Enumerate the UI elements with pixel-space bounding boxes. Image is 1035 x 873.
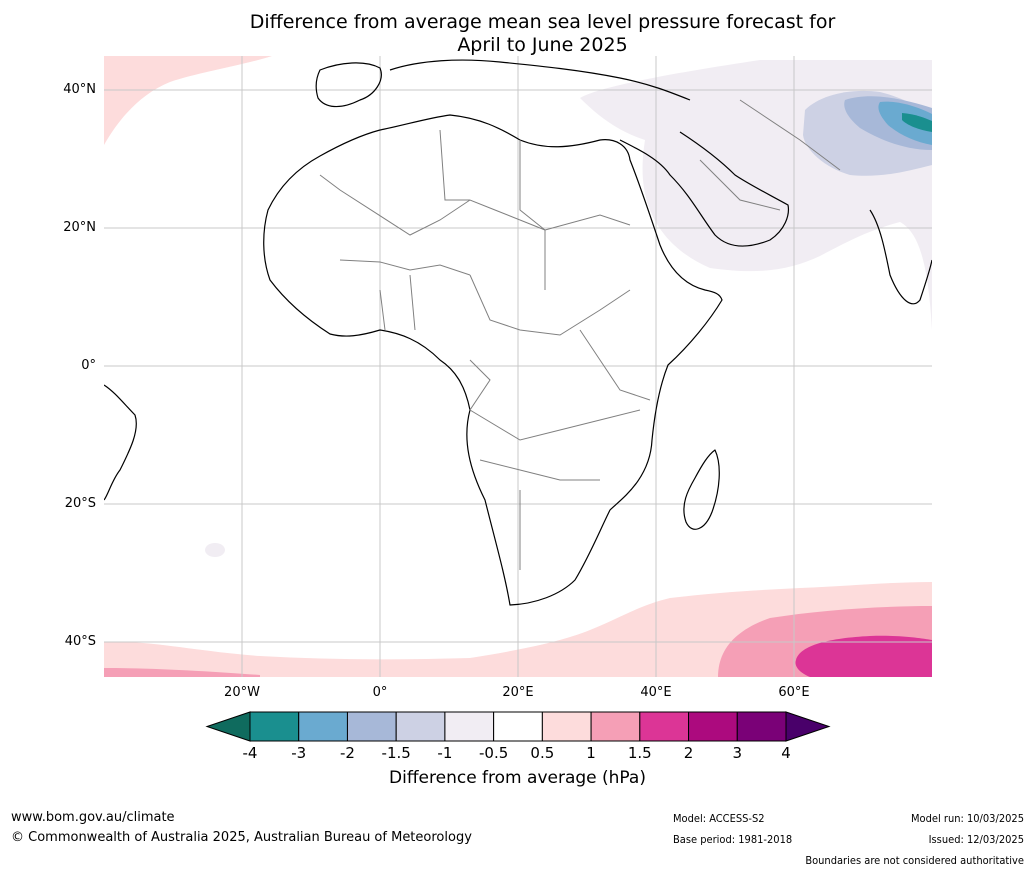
anomaly-positive-strong-indian xyxy=(795,635,932,677)
colorbar-segment xyxy=(298,711,348,742)
country-boundaries xyxy=(319,99,841,570)
colorbar-tick-label: 0.5 xyxy=(530,744,555,762)
lon-label-0: 0° xyxy=(372,685,388,700)
colorbar-over-arrow xyxy=(785,711,831,742)
map-title-line-2: April to June 2025 xyxy=(457,34,628,56)
colorbar-segment xyxy=(639,711,690,742)
footer-copyright: © Commonwealth of Australia 2025, Austra… xyxy=(11,830,472,845)
colorbar-segment xyxy=(395,711,446,742)
colorbar-segment xyxy=(249,711,300,742)
lat-label-40s: 40°S xyxy=(64,634,96,649)
lon-label-60e: 60°E xyxy=(778,685,810,700)
colorbar-tick-label: 3 xyxy=(732,744,743,762)
colorbar-tick-label: 4 xyxy=(781,744,791,762)
footer-base-period: Base period: 1981-2018 xyxy=(673,833,793,846)
colorbar-segment xyxy=(590,711,641,742)
colorbar-tick-label: 1 xyxy=(586,744,596,762)
colorbar-tick-label: -2 xyxy=(339,744,355,762)
colorbar-tick-label: 1.5 xyxy=(627,744,652,762)
coastlines xyxy=(104,59,932,606)
colorbar-tick-label: -0.5 xyxy=(478,744,509,762)
graticule xyxy=(104,56,932,677)
anomaly-negative-stronger-asia xyxy=(878,101,932,145)
lat-label-20s: 20°S xyxy=(64,496,96,511)
colorbar-segment xyxy=(444,711,495,742)
lat-label-20n: 20°N xyxy=(63,220,96,235)
colorbar-under-arrow xyxy=(205,711,251,742)
footer-model: Model: ACCESS-S2 xyxy=(673,812,765,825)
lon-label-40e: 40°E xyxy=(640,685,672,700)
colorbar-segment xyxy=(346,711,397,742)
colorbar-label: Difference from average (hPa) xyxy=(389,768,646,788)
footer-website: www.bom.gov.au/climate xyxy=(11,810,175,825)
map-title-line-1: Difference from average mean sea level p… xyxy=(249,11,836,33)
footer-model-run: Model run: 10/03/2025 xyxy=(911,812,1024,825)
footer-issued: Issued: 12/03/2025 xyxy=(928,833,1024,846)
south-america-coastline xyxy=(104,384,137,501)
lon-label-20e: 20°E xyxy=(502,685,534,700)
anomaly-positive-weak-north-atlantic xyxy=(104,56,272,145)
colorbar-tick-label: -3 xyxy=(291,744,307,762)
colorbar-tick-label: -1 xyxy=(437,744,453,762)
anomaly-positive-moderate-southern xyxy=(104,668,260,677)
europe-coastline xyxy=(389,59,691,101)
lon-label-20w: 20°W xyxy=(224,685,260,700)
colorbar-tick-label: 2 xyxy=(683,744,694,762)
anomaly-negative-weak-south-atlantic xyxy=(205,543,225,557)
colorbar-segment xyxy=(493,711,543,742)
iberia-coastline xyxy=(315,62,382,108)
anomaly-negative-strongest-asia xyxy=(902,113,932,132)
madagascar-coastline xyxy=(683,449,720,530)
colorbar-tick-label: -1.5 xyxy=(381,744,411,762)
lat-label-0: 0° xyxy=(81,358,96,373)
colorbar-segment xyxy=(541,711,592,742)
footer-disclaimer: Boundaries are not considered authoritat… xyxy=(805,854,1024,867)
colorbar-tick-label: -4 xyxy=(242,744,258,762)
colorbar-segment xyxy=(736,711,787,742)
colorbar-segment xyxy=(688,711,738,742)
arabia-coastline xyxy=(619,131,790,247)
africa-coastline xyxy=(263,114,723,606)
lat-label-40n: 40°N xyxy=(63,82,96,97)
india-coastline xyxy=(869,209,932,305)
